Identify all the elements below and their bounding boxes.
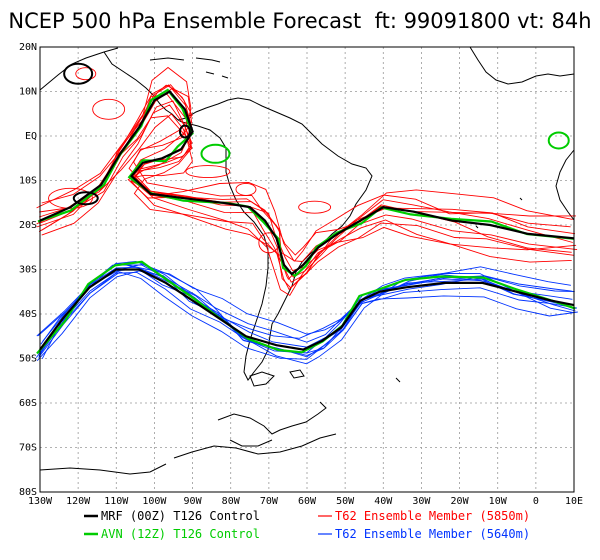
lon-tick-label: 100W	[142, 496, 167, 507]
legend-ens-5850-label: T62 Ensemble Member (5850m)	[335, 509, 530, 523]
map-frame	[39, 46, 575, 493]
avn-cell	[200, 143, 231, 164]
ensemble-5640-line	[38, 271, 578, 360]
lat-tick-label: 40S	[19, 309, 37, 320]
coast-caribbean	[149, 57, 229, 79]
mrf-5850-line	[39, 90, 575, 276]
mrf-cell	[72, 191, 99, 206]
ensemble-5850-line	[41, 87, 577, 256]
lon-tick-label: 60W	[298, 496, 317, 507]
lat-tick-label: 50S	[19, 354, 37, 365]
lat-tick-label: 70S	[19, 443, 37, 454]
lon-tick-label: 40W	[374, 496, 393, 507]
lat-tick-label: EQ	[25, 131, 37, 142]
ensemble-5640-line	[36, 266, 571, 337]
lat-tick-label: 60S	[19, 398, 37, 409]
mrf-cell	[178, 124, 191, 139]
lon-tick-label: 70W	[260, 496, 279, 507]
lon-tick-label: 10E	[565, 496, 583, 507]
legend-mrf-label: MRF (00Z) T126 Control	[101, 509, 260, 523]
ensemble-5850-line	[38, 115, 572, 297]
lon-tick-label: 10W	[489, 496, 508, 507]
mrf-control-contours	[39, 62, 575, 351]
ensemble-5850-cell	[185, 165, 231, 179]
legend: MRF (00Z) T126 Control AVN (12Z) T126 Con…	[84, 509, 530, 541]
lat-tick-label: 20N	[19, 42, 37, 53]
avn-5640-line	[36, 260, 576, 355]
mrf-5640-line	[39, 268, 575, 351]
axis-labels: 130W 120W 110W 100W 90W 80W 70W 60W 50W 40W 30W 20W…	[19, 42, 583, 507]
lat-tick-label: 30S	[19, 265, 37, 276]
lat-tick-label: 20S	[19, 220, 37, 231]
ensemble-5850-cell	[92, 98, 126, 120]
ensemble-5850-line	[36, 113, 577, 280]
lon-tick-label: 30W	[412, 496, 431, 507]
lat-tick-label: 80S	[19, 487, 37, 498]
ensemble-5850-cell	[75, 67, 97, 81]
lon-tick-label: 90W	[184, 496, 203, 507]
ensemble-5850-line	[36, 84, 571, 262]
mrf-cell	[63, 62, 94, 85]
coast-central-america	[39, 47, 179, 121]
lon-tick-label: 130W	[28, 496, 53, 507]
ensemble-5850-cell	[235, 182, 257, 196]
ensemble-5640-line	[35, 261, 576, 358]
coast-africa	[469, 46, 575, 221]
lat-tick-label: 10N	[19, 87, 37, 98]
lon-tick-label: 20W	[451, 496, 470, 507]
legend-ens-5640-label: T62 Ensemble Member (5640m)	[335, 527, 530, 541]
lat-tick-label: 10S	[19, 176, 37, 187]
lon-tick-label: 110W	[104, 496, 129, 507]
coast-tierra-del-fuego	[249, 369, 305, 387]
coast-antarctica	[39, 401, 337, 475]
coast-south-america	[177, 97, 373, 381]
avn-cell	[547, 131, 570, 150]
lon-tick-label: 50W	[336, 496, 355, 507]
lon-tick-label: 80W	[222, 496, 241, 507]
ensemble-5850-line	[39, 100, 578, 283]
ensemble-5850-line	[36, 84, 573, 278]
ensemble-5640-line	[40, 271, 578, 354]
legend-avn-label: AVN (12Z) T126 Control	[101, 527, 260, 541]
chart-title: NCEP 500 hPa Ensemble Forecast ft: 99091…	[8, 9, 592, 33]
lon-tick-label: 120W	[66, 496, 91, 507]
ensemble-5850-cell	[298, 200, 332, 214]
lon-tick-label: 0	[533, 496, 539, 507]
ensemble-5850-line	[39, 66, 573, 262]
